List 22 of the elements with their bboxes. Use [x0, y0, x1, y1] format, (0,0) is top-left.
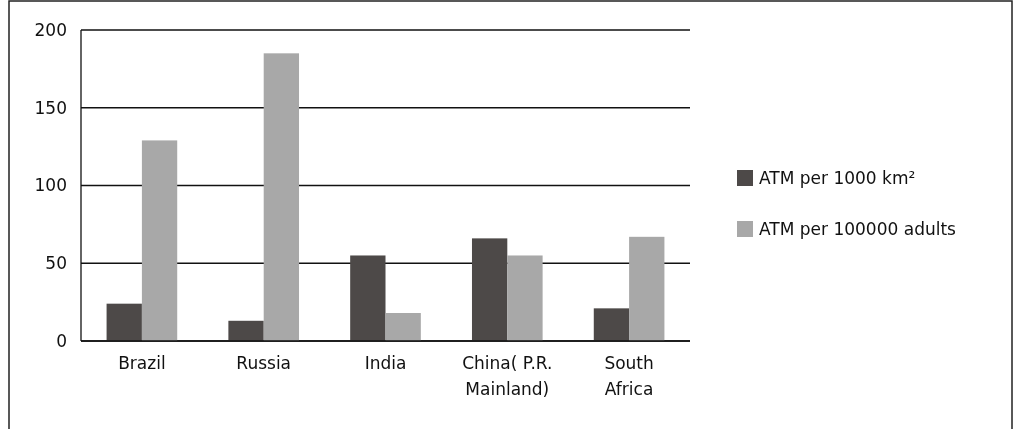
bar	[507, 255, 543, 341]
bar	[141, 140, 178, 341]
bar	[350, 255, 386, 341]
x-tick-label: South Africa	[604, 353, 654, 399]
bar	[106, 303, 142, 341]
x-tick-label: India	[364, 353, 407, 373]
y-tick-label: 50	[45, 253, 67, 274]
y-tick-label: 200	[34, 19, 67, 40]
bar	[263, 53, 300, 341]
legend-label: ATM per 100000 adults	[759, 218, 957, 239]
bar	[629, 236, 665, 341]
bar	[471, 238, 508, 341]
x-tick-label: China( P.R. Mainland)	[462, 353, 553, 399]
bar	[228, 320, 264, 341]
x-tick-label: Brazil	[118, 353, 166, 373]
bar	[593, 308, 630, 341]
y-tick-label: 0	[56, 330, 67, 351]
y-tick-label: 150	[34, 97, 67, 118]
x-tick-label: Russia	[236, 353, 292, 373]
y-tick-label: 100	[34, 175, 67, 196]
bar	[385, 313, 421, 341]
legend-label: ATM per 1000 km²	[759, 167, 916, 188]
